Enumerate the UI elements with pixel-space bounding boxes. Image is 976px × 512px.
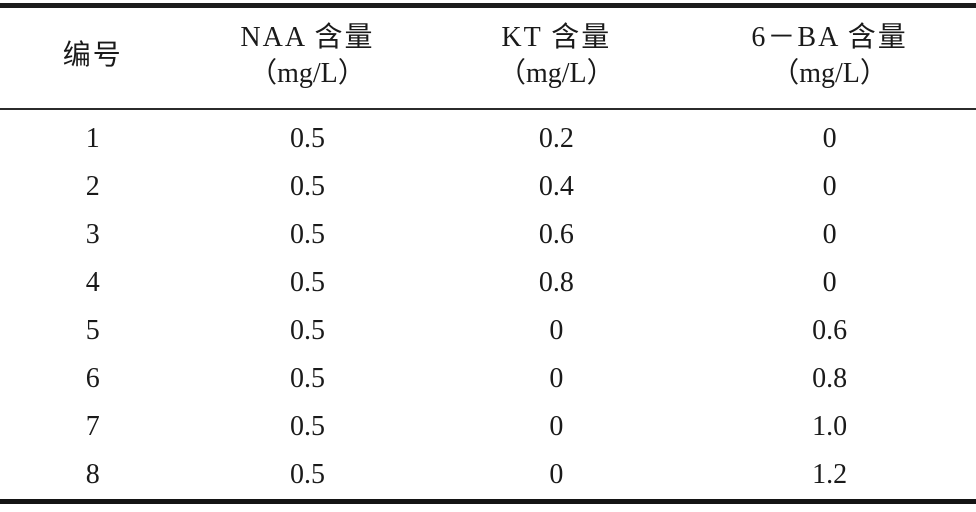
table-cell: 0.5 (289, 315, 325, 346)
table-cell: 1.2 (812, 459, 848, 490)
table-cell: 0 (822, 123, 837, 154)
table-cell: 0.8 (538, 267, 574, 298)
table-cell: 0.2 (538, 123, 574, 154)
column-label: NAA 含量 (240, 21, 375, 53)
table-cell: 0.5 (289, 363, 325, 394)
table-cell: 3 (85, 219, 100, 250)
table-cell: 0.5 (289, 219, 325, 250)
table-cell: 6 (85, 363, 100, 394)
header-cell-kt: KT 含量 （mg/L） (429, 5, 684, 110)
table-row: 5 0.5 0 0.6 (0, 307, 976, 355)
table-cell: 0 (549, 411, 564, 442)
table-row: 4 0.5 0.8 0 (0, 259, 976, 307)
column-unit: （mg/L） (497, 58, 615, 89)
table-cell: 0 (822, 219, 837, 250)
table-row: 7 0.5 0 1.0 (0, 403, 976, 451)
table-cell: 0 (549, 459, 564, 490)
table-cell: 0 (549, 363, 564, 394)
table-row: 2 0.5 0.4 0 (0, 163, 976, 211)
table-row: 6 0.5 0 0.8 (0, 355, 976, 403)
table-cell: 0.5 (289, 123, 325, 154)
column-label: 6－BA 含量 (751, 21, 908, 53)
table-cell: 5 (85, 315, 100, 346)
table-cell: 0.6 (812, 315, 848, 346)
table-cell: 0 (822, 171, 837, 202)
table-cell: 0.8 (812, 363, 848, 394)
table-cell: 4 (85, 267, 100, 298)
table-cell: 8 (85, 459, 100, 490)
table-body: 1 0.5 0.2 0 2 0.5 0.4 0 3 0.5 0.6 0 4 0.5 0.8 0 5 0.5 0 0.6… (0, 109, 976, 502)
table-cell: 0.6 (538, 219, 574, 250)
table-cell: 1.0 (812, 411, 848, 442)
header-cell-number: 编号 (0, 5, 186, 110)
table-row: 3 0.5 0.6 0 (0, 211, 976, 259)
table-cell: 0.5 (289, 459, 325, 490)
column-label: KT 含量 (501, 21, 612, 53)
table-cell: 2 (85, 171, 100, 202)
table-cell: 0.4 (538, 171, 574, 202)
table-row: 1 0.5 0.2 0 (0, 109, 976, 163)
table-cell: 0.5 (289, 267, 325, 298)
column-unit: （mg/L） (249, 58, 366, 89)
table-cell: 0 (549, 315, 564, 346)
table-header: 编号 NAA 含量 （mg/L） KT 含量 （mg/L） 6－BA 含量 （m… (0, 5, 976, 110)
table-cell: 7 (85, 411, 100, 442)
table-row: 8 0.5 0 1.2 (0, 451, 976, 502)
header-row: 编号 NAA 含量 （mg/L） KT 含量 （mg/L） 6－BA 含量 （m… (0, 5, 976, 110)
table-cell: 0.5 (289, 171, 325, 202)
column-unit: （mg/L） (771, 58, 888, 89)
header-cell-naa: NAA 含量 （mg/L） (185, 5, 430, 110)
column-label: 编号 (62, 39, 123, 71)
table-cell: 0.5 (289, 411, 325, 442)
hormone-concentration-table: 编号 NAA 含量 （mg/L） KT 含量 （mg/L） 6－BA 含量 （m… (0, 3, 976, 504)
table-cell: 0 (822, 267, 837, 298)
header-cell-6ba: 6－BA 含量 （mg/L） (683, 5, 976, 110)
table-cell: 1 (85, 123, 100, 154)
